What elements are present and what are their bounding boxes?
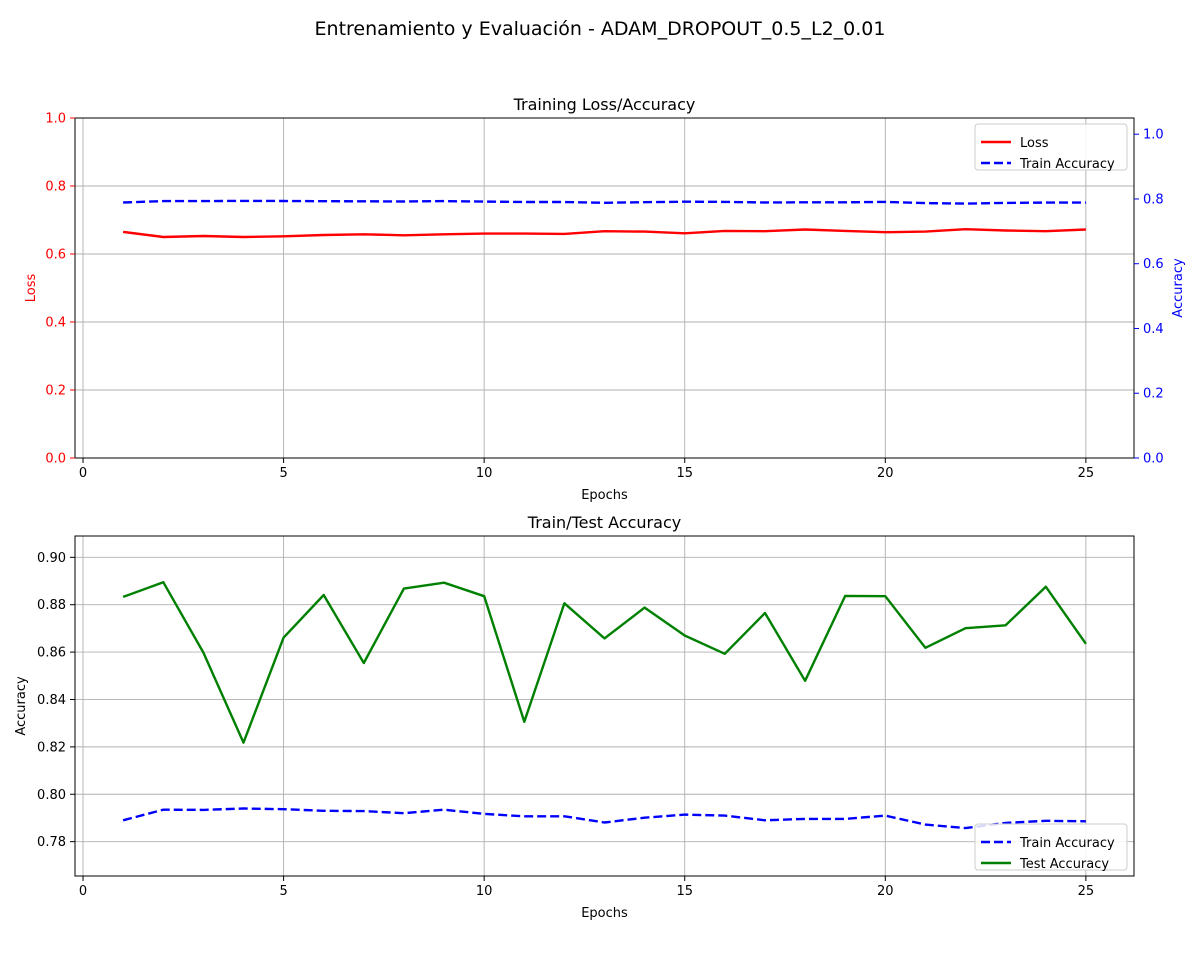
x-tick-label: 20 (877, 466, 894, 481)
train-test-accuracy-panel: 0 5 10 15 20 25 0.78 0.80 0.82 0.84 0.86 0.88 0.90 Tr… (14, 513, 1135, 921)
x-tick-label: 25 (1078, 884, 1095, 899)
chart-title: Train/Test Accuracy (527, 513, 681, 532)
y-tick-label: 0.0 (45, 452, 66, 467)
series-line-test-accuracy (122, 581, 1087, 744)
x-tick-label: 20 (877, 884, 894, 899)
y-right-tick-label: 0.8 (1143, 192, 1164, 207)
x-tick-label: 15 (676, 884, 693, 899)
plot-frame (74, 535, 1135, 877)
x-tick-label: 0 (79, 466, 87, 481)
y-right-axis-label: Accuracy (1171, 258, 1186, 318)
legend-label: Loss (1020, 136, 1049, 151)
y-right-tick-label: 1.0 (1143, 128, 1164, 143)
figure-suptitle: Entrenamiento y Evaluación - ADAM_DROPOU… (315, 18, 886, 40)
y-tick-label: 0.2 (45, 384, 66, 399)
legend: Train Accuracy Test Accuracy (974, 823, 1128, 872)
y-tick-label: 0.86 (37, 646, 66, 661)
y-tick-label: 0.80 (37, 788, 66, 803)
legend-label: Test Accuracy (1019, 857, 1109, 872)
series-line-loss (122, 227, 1086, 239)
series-line-train-accuracy (122, 807, 1086, 830)
legend-label: Train Accuracy (1019, 836, 1115, 851)
y-tick-label: 0.84 (37, 693, 66, 708)
series-line-train-accuracy (123, 199, 1086, 205)
x-axis-label: Epochs (581, 488, 628, 503)
y-tick-label: 0.88 (37, 598, 66, 613)
y-axis-label: Accuracy (14, 676, 29, 736)
y-right-tick-label: 0.4 (1143, 322, 1164, 337)
x-tick-label: 25 (1078, 466, 1095, 481)
y-right-tick-label: 0.0 (1143, 452, 1164, 467)
legend-box (974, 123, 1128, 171)
y-tick-label: 1.0 (45, 112, 66, 127)
x-tick-label: 10 (476, 466, 493, 481)
x-tick-label: 0 (79, 884, 87, 899)
y-tick-label: 0.8 (45, 180, 66, 195)
y-right-tick-label: 0.6 (1143, 257, 1164, 272)
legend-box (974, 823, 1128, 871)
x-tick-label: 5 (279, 884, 287, 899)
y-axis-label: Loss (24, 274, 39, 303)
x-axis-label: Epochs (581, 906, 628, 921)
x-tick-label: 5 (279, 466, 287, 481)
y-tick-label: 0.4 (45, 316, 66, 331)
x-tick-label: 15 (676, 466, 693, 481)
plot-frame (74, 117, 1135, 459)
x-tick-label: 10 (476, 884, 493, 899)
y-tick-label: 0.90 (37, 551, 66, 566)
legend-label: Train Accuracy (1019, 157, 1115, 172)
y-tick-label: 0.6 (45, 248, 66, 263)
y-tick-label: 0.82 (37, 740, 66, 755)
y-tick-label: 0.78 (37, 835, 66, 850)
y-right-tick-label: 0.2 (1143, 387, 1164, 402)
legend: Loss Train Accuracy (974, 123, 1128, 172)
chart-title: Training Loss/Accuracy (513, 95, 696, 114)
loss-accuracy-panel: 0 5 10 15 20 25 0.0 0.2 0.4 0.6 0.8 1.0 0.0 0.2 0.4 0.6… (24, 95, 1186, 503)
